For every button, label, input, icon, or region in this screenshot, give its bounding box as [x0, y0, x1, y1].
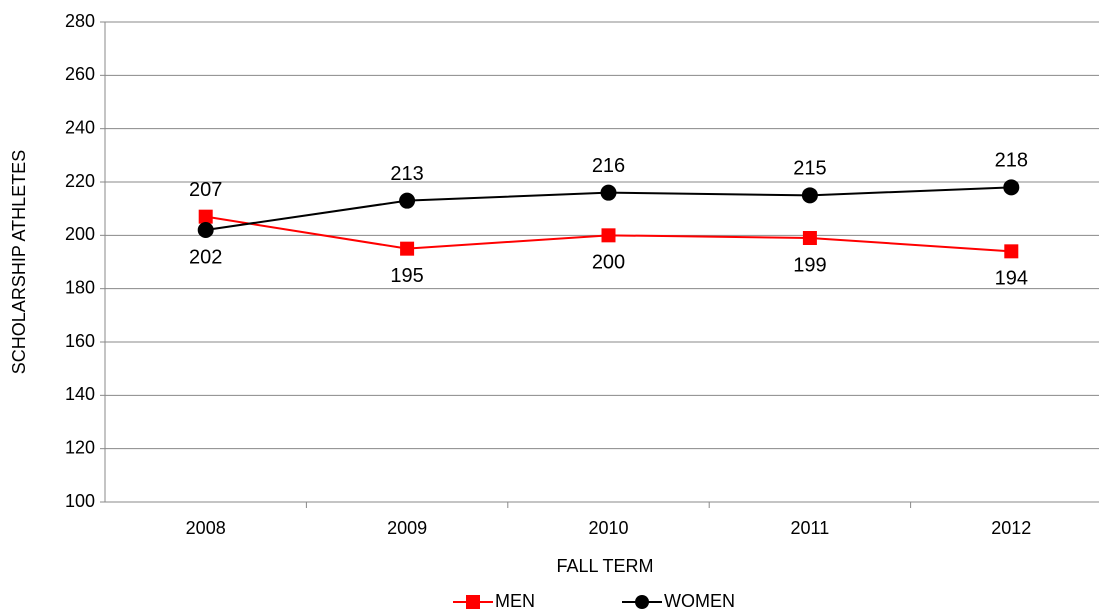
- y-tick-label: 180: [65, 277, 95, 297]
- data-point: [801, 187, 818, 204]
- data-label: 215: [793, 158, 826, 180]
- x-tick-label: 2009: [387, 518, 427, 538]
- x-axis-title: FALL TERM: [556, 556, 653, 576]
- y-tick-label: 260: [65, 64, 95, 84]
- x-tick-label: 2012: [991, 518, 1031, 538]
- legend-marker: [635, 595, 649, 609]
- y-tick-label: 220: [65, 171, 95, 191]
- y-tick-label: 100: [65, 491, 95, 511]
- data-point: [1004, 244, 1019, 259]
- data-point: [1003, 179, 1020, 196]
- data-label: 194: [995, 268, 1028, 290]
- data-point: [400, 241, 415, 256]
- legend-marker: [466, 595, 480, 609]
- data-label: 207: [189, 179, 222, 201]
- data-point: [600, 184, 617, 201]
- data-label: 200: [592, 252, 625, 274]
- data-label: 199: [793, 254, 826, 276]
- data-label: 202: [189, 246, 222, 268]
- y-axis-title: SCHOLARSHIP ATHLETES: [9, 150, 29, 374]
- y-tick-label: 140: [65, 384, 95, 404]
- data-point: [197, 222, 214, 238]
- data-label: 213: [390, 163, 423, 185]
- data-label: 216: [592, 155, 625, 177]
- legend-label: WOMEN: [664, 591, 735, 611]
- data-point: [802, 231, 817, 245]
- legend-label: MEN: [495, 591, 535, 611]
- data-point: [399, 192, 416, 209]
- data-point: [198, 209, 213, 224]
- y-tick-label: 120: [65, 437, 95, 457]
- y-tick-label: 280: [65, 11, 95, 31]
- x-tick-label: 2010: [588, 518, 628, 538]
- data-label: 218: [995, 150, 1028, 172]
- data-point: [601, 228, 616, 243]
- x-tick-label: 2011: [791, 518, 830, 538]
- y-tick-label: 160: [65, 331, 95, 351]
- x-tick-label: 2008: [186, 518, 226, 538]
- y-tick-label: 240: [65, 117, 95, 137]
- data-label: 195: [390, 265, 423, 287]
- y-tick-label: 200: [65, 224, 95, 244]
